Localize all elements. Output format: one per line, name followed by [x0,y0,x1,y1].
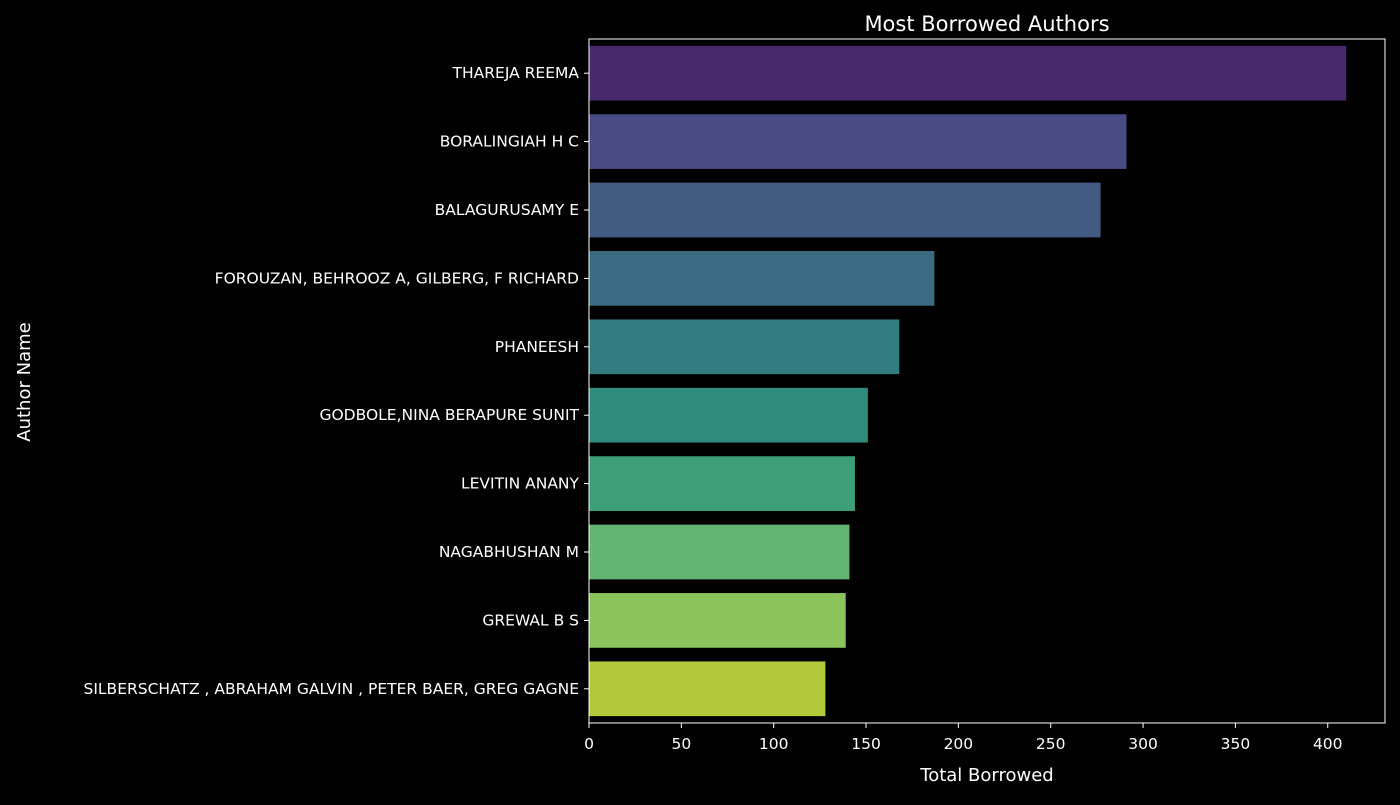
bar [589,251,935,306]
bar [589,524,850,580]
plot-frame [588,38,1386,724]
x-tick-label: 150 [851,735,881,753]
x-ticks-group: 0 50 100 150 200 250 300 350 400 [584,723,1343,753]
y-axis-label: Author Name [14,322,35,441]
x-axis-label: Total Borrowed [919,765,1053,786]
y-tick-label: PHANEESH [495,338,579,356]
bar [589,319,900,375]
y-tick-label: FOROUZAN, BEHROOZ A, GILBERG, F RICHARD [215,269,579,287]
x-tick-label: 350 [1221,735,1251,753]
y-ticks-group: THAREJA REEMA BORALINGIAH H C BALAGURUSAMY… [84,64,589,698]
y-tick-label: THAREJA REEMA [452,64,580,82]
y-tick-label: LEVITIN ANANY [461,475,580,493]
y-tick-label: NAGABHUSHAN M [439,543,579,561]
x-tick-label: 50 [671,735,691,753]
x-tick-label: 250 [1036,735,1066,753]
y-tick-label: BALAGURUSAMY E [435,201,579,219]
bar [589,45,1347,101]
y-tick-label: GODBOLE,NINA BERAPURE SUNIT [319,406,579,424]
x-tick-label: 400 [1313,735,1343,753]
x-tick-label: 200 [944,735,974,753]
y-tick-label: GREWAL B S [482,611,579,629]
x-tick-label: 100 [759,735,789,753]
bar [589,593,846,648]
bars-group [589,45,1347,717]
bar [589,456,855,511]
bar [589,661,826,717]
y-tick-label: SILBERSCHATZ , ABRAHAM GALVIN , PETER BA… [84,680,579,698]
bar [589,182,1101,238]
chart-title: Most Borrowed Authors [864,12,1109,36]
x-tick-label: 300 [1128,735,1158,753]
bar [589,114,1127,169]
y-tick-label: BORALINGIAH H C [440,133,579,151]
bar [589,387,868,443]
x-tick-label: 0 [584,735,594,753]
